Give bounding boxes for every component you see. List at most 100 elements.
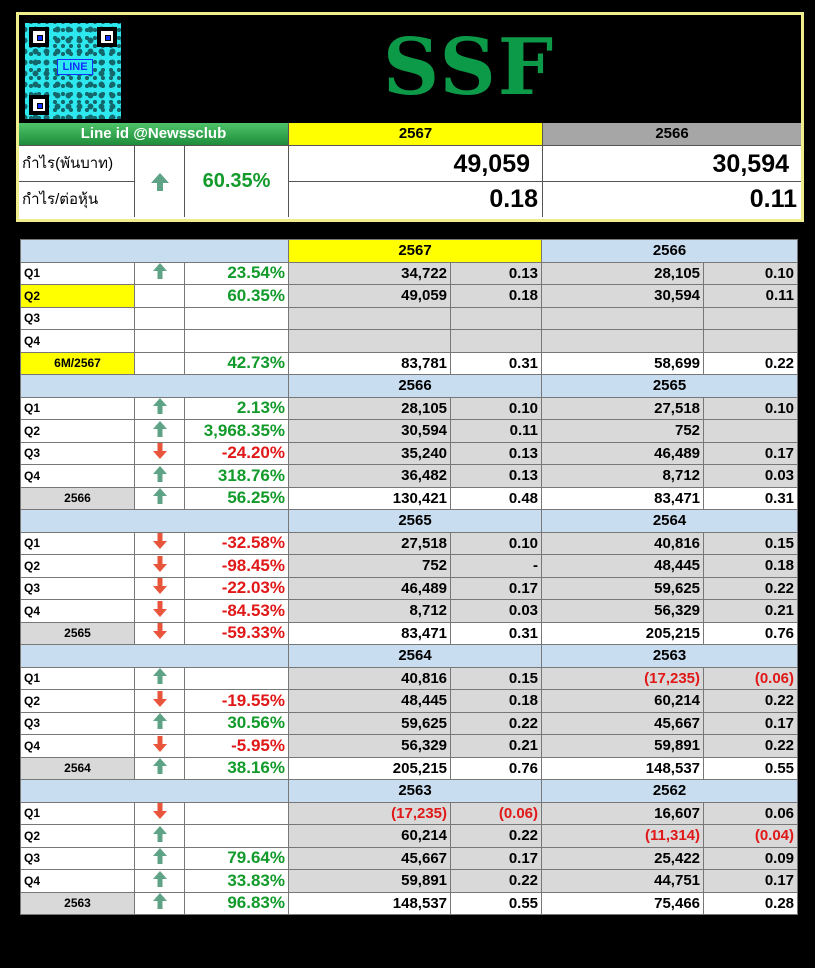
yoy-change-pct xyxy=(183,801,290,825)
trend-cell xyxy=(134,419,185,443)
profit-year-b: 45,667 xyxy=(541,711,705,735)
up-arrow-icon xyxy=(135,146,185,217)
trend-cell xyxy=(134,441,185,465)
row-label: 6M/2567 xyxy=(20,351,135,375)
eps-year-b: 0.17 xyxy=(703,441,799,465)
up-arrow-icon xyxy=(152,263,167,280)
row-label: 2564 xyxy=(20,756,135,780)
eps-year-a: 0.10 xyxy=(450,531,543,555)
yoy-change-pct xyxy=(183,666,290,690)
yoy-change-pct xyxy=(183,329,290,353)
yoy-change-pct: -24.20% xyxy=(183,441,290,465)
row-label: Q4 xyxy=(20,734,135,758)
eps-year-b: 0.10 xyxy=(703,261,799,285)
line-qr-code[interactable]: LINE xyxy=(25,23,121,119)
table-row: 2563 96.83% 148,537 0.55 75,466 0.28 xyxy=(20,891,799,915)
eps-year-b: 0.22 xyxy=(703,689,799,713)
logo-banner: LINE SSF xyxy=(19,15,801,123)
profit-year-a: 28,105 xyxy=(288,396,452,420)
eps-label: กำไร/ต่อหุ้น xyxy=(19,182,135,217)
trend-cell xyxy=(134,666,185,690)
profit-year-b: 48,445 xyxy=(541,554,705,578)
profit-year-b: 27,518 xyxy=(541,396,705,420)
profit-year-a: 59,625 xyxy=(288,711,452,735)
row-label: Q2 xyxy=(20,824,135,848)
up-arrow-icon xyxy=(152,488,167,505)
profit-year-a: 8,712 xyxy=(288,599,452,623)
table-row: Q1 40,816 0.15 (17,235) (0.06) xyxy=(20,666,799,690)
eps-year-b: 0.28 xyxy=(703,891,799,915)
down-arrow-icon xyxy=(152,555,167,572)
yoy-change-pct: 56.25% xyxy=(183,486,290,510)
eps-year-a: 0.76 xyxy=(450,756,543,780)
row-label: Q2 xyxy=(20,284,135,308)
section-year-a: 2563 xyxy=(288,779,543,803)
profit-year-a: 45,667 xyxy=(288,846,452,870)
header-year-current: 2567 xyxy=(289,123,543,146)
trend-cell xyxy=(134,891,185,915)
eps-year-a: 0.13 xyxy=(450,464,543,488)
section-spacer xyxy=(19,644,290,668)
down-arrow-icon xyxy=(152,690,167,707)
profit-year-b: 25,422 xyxy=(541,846,705,870)
table-row: Q4 33.83% 59,891 0.22 44,751 0.17 xyxy=(20,869,799,893)
trend-cell xyxy=(134,486,185,510)
section-year-a: 2567 xyxy=(288,239,543,263)
eps-year-b: 0.76 xyxy=(703,621,799,645)
trend-cell xyxy=(134,801,185,825)
row-label: Q1 xyxy=(20,531,135,555)
row-label: Q3 xyxy=(20,441,135,465)
eps-year-a: 0.17 xyxy=(450,576,543,600)
trend-cell xyxy=(134,329,185,353)
table-row: Q1 23.54% 34,722 0.13 28,105 0.10 xyxy=(20,261,799,285)
profit-year-a xyxy=(288,329,452,353)
table-row: Q2 60,214 0.22 (11,314) (0.04) xyxy=(20,824,799,848)
eps-year-a: 0.15 xyxy=(450,666,543,690)
profit-year-b: 83,471 xyxy=(541,486,705,510)
profit-year-a: 46,489 xyxy=(288,576,452,600)
trend-cell xyxy=(134,846,185,870)
row-label: Q4 xyxy=(20,329,135,353)
profit-year-a: 148,537 xyxy=(288,891,452,915)
eps-year-a: 0.22 xyxy=(450,711,543,735)
profit-year-b: 16,607 xyxy=(541,801,705,825)
eps-year-a: 0.55 xyxy=(450,891,543,915)
row-label: 2565 xyxy=(20,621,135,645)
yoy-change-pct: -98.45% xyxy=(183,554,290,578)
profit-year-b: 30,594 xyxy=(541,284,705,308)
profit-year-b: (17,235) xyxy=(541,666,705,690)
profit-year-b: 59,891 xyxy=(541,734,705,758)
row-label: Q4 xyxy=(20,464,135,488)
table-row: 2566 56.25% 130,421 0.48 83,471 0.31 xyxy=(20,486,799,510)
table-row: Q4 xyxy=(20,329,799,353)
profit-year-b: 59,625 xyxy=(541,576,705,600)
yoy-change-pct: 38.16% xyxy=(183,756,290,780)
down-arrow-icon xyxy=(152,803,167,820)
trend-cell xyxy=(134,351,185,375)
trend-cell xyxy=(134,621,185,645)
table-row: Q3 xyxy=(20,306,799,330)
eps-year-b: (0.06) xyxy=(703,666,799,690)
table-row: Q2 -98.45% 752-48,445 0.18 xyxy=(20,554,799,578)
table-row: Q3 79.64% 45,667 0.17 25,422 0.09 xyxy=(20,846,799,870)
yoy-change-pct: 2.13% xyxy=(183,396,290,420)
section-spacer xyxy=(19,779,290,803)
eps-previous: 0.11 xyxy=(749,185,797,213)
yoy-change-pct xyxy=(183,824,290,848)
section-year-a: 2566 xyxy=(288,374,543,398)
up-arrow-icon xyxy=(152,713,167,730)
eps-year-b: 0.18 xyxy=(703,554,799,578)
section-header-row: 2563 2562 xyxy=(19,779,799,803)
profit-year-b: 58,699 xyxy=(541,351,705,375)
eps-year-b: 0.15 xyxy=(703,531,799,555)
eps-year-b: 0.06 xyxy=(703,801,799,825)
eps-year-b: 0.21 xyxy=(703,599,799,623)
row-label: Q1 xyxy=(20,396,135,420)
trend-cell xyxy=(134,306,185,330)
eps-year-b: 0.55 xyxy=(703,756,799,780)
trend-cell xyxy=(134,756,185,780)
eps-year-a: 0.18 xyxy=(450,284,543,308)
section-header-row: 2564 2563 xyxy=(19,644,799,668)
eps-year-a: 0.10 xyxy=(450,396,543,420)
yoy-change-pct: 96.83% xyxy=(183,891,290,915)
